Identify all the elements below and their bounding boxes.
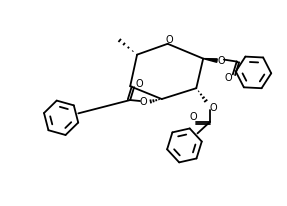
Text: O: O (217, 55, 225, 65)
Text: O: O (166, 35, 173, 45)
Text: O: O (139, 97, 147, 107)
Text: O: O (189, 111, 197, 121)
Text: O: O (135, 79, 143, 89)
Text: O: O (209, 102, 217, 112)
Text: O: O (224, 73, 232, 83)
Polygon shape (203, 59, 217, 63)
